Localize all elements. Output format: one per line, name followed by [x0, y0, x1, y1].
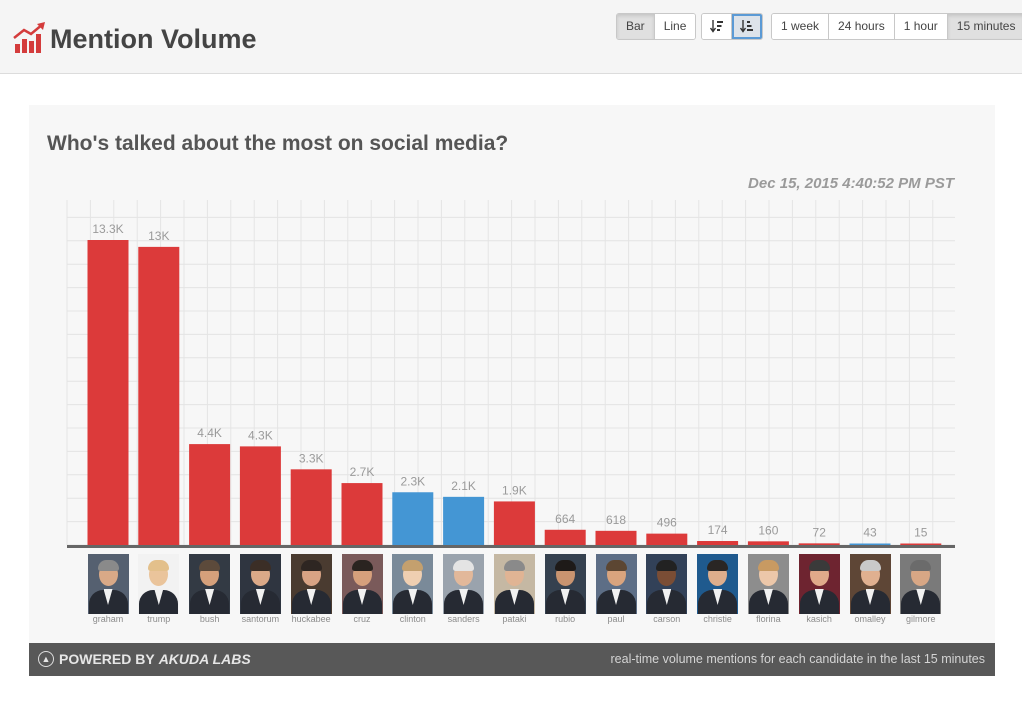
bar — [595, 530, 637, 545]
chart-title: Who's talked about the most on social me… — [47, 132, 509, 155]
candidate-avatar — [798, 554, 840, 614]
bar — [392, 492, 434, 545]
bar — [87, 240, 129, 545]
top-bar: Mention Volume Bar Line 1 week — [0, 0, 1022, 74]
bar-value-label: 618 — [606, 513, 626, 527]
candidate-name: huckabee — [291, 614, 331, 624]
candidate-name: rubio — [555, 614, 576, 624]
bar — [798, 543, 840, 545]
candidate-avatar — [138, 554, 180, 614]
candidate-avatar — [595, 554, 637, 614]
candidate-avatar — [849, 554, 891, 614]
bar — [493, 501, 535, 545]
x-axis-line — [67, 545, 955, 548]
candidate-name: sanders — [447, 614, 480, 624]
sort-desc-button[interactable] — [702, 14, 732, 39]
candidate-name: trump — [147, 614, 171, 624]
bar — [239, 446, 281, 545]
bar — [189, 444, 231, 545]
candidate-name: bush — [199, 614, 220, 624]
candidate-name: graham — [92, 614, 124, 624]
candidate-avatar — [341, 554, 383, 614]
candidate-name: florina — [756, 614, 781, 624]
bar — [544, 529, 586, 545]
bar-value-label: 4.3K — [248, 428, 273, 442]
powered-prefix: POWERED BY — [59, 651, 155, 667]
time-range-toggle: 1 week 24 hours 1 hour 15 minutes — [771, 13, 1022, 40]
candidate-name: gilmore — [906, 614, 936, 624]
timestamp: Dec 15, 2015 4:40:52 PM PST — [748, 175, 954, 192]
bar-value-label: 13K — [148, 229, 169, 243]
bar — [849, 543, 891, 545]
bar — [747, 541, 789, 545]
bar — [646, 533, 688, 545]
candidate-avatar — [544, 554, 586, 614]
powered-by[interactable]: ▲ POWERED BY AKUDA LABS — [38, 651, 251, 667]
candidate-avatar — [87, 554, 129, 614]
bar — [138, 246, 180, 545]
bar-value-label: 13.3K — [92, 222, 123, 236]
footer-bar: ▲ POWERED BY AKUDA LABS real-time volume… — [29, 643, 995, 676]
range-24-hours-button[interactable]: 24 hours — [829, 14, 895, 39]
sort-toggle — [701, 13, 763, 40]
bar-chart-button[interactable]: Bar — [617, 14, 655, 39]
candidate-avatar — [493, 554, 535, 614]
bar — [290, 469, 332, 545]
bar-value-label: 2.7K — [350, 465, 375, 479]
bar-value-label: 1.9K — [502, 483, 527, 497]
candidate-avatar — [189, 554, 231, 614]
candidate-avatar — [443, 554, 485, 614]
chart-type-toggle: Bar Line — [616, 13, 697, 40]
bar-value-label: 43 — [863, 526, 877, 540]
bar-value-label: 4.4K — [197, 426, 222, 440]
candidate-name: clinton — [399, 614, 426, 624]
candidate-name: carson — [653, 614, 681, 624]
candidate-avatar — [239, 554, 281, 614]
bar-value-label: 496 — [657, 516, 677, 530]
chevron-up-icon: ▲ — [38, 651, 54, 667]
bar-value-label: 2.3K — [400, 474, 425, 488]
bar — [443, 496, 485, 545]
app-title: Mention Volume — [50, 24, 257, 54]
candidate-name: pataki — [502, 614, 527, 624]
bar-value-label: 15 — [914, 526, 928, 540]
candidate-name: christie — [703, 614, 732, 624]
bar-value-label: 174 — [708, 523, 728, 537]
bar — [900, 543, 942, 545]
bar — [341, 483, 383, 545]
bar — [697, 541, 739, 545]
candidate-avatar — [747, 554, 789, 614]
candidate-name: santorum — [241, 614, 280, 624]
bar-value-label: 2.1K — [451, 479, 476, 493]
candidate-avatar — [697, 554, 739, 614]
bar-value-label: 3.3K — [299, 451, 324, 465]
candidate-avatar — [290, 554, 332, 614]
line-chart-button[interactable]: Line — [654, 14, 696, 39]
range-1-hour-button[interactable]: 1 hour — [894, 14, 948, 39]
range-1-week-button[interactable]: 1 week — [772, 14, 830, 39]
candidate-avatar — [900, 554, 942, 614]
bar-value-label: 664 — [555, 512, 575, 526]
chart-trend-icon — [13, 22, 45, 53]
candidate-name: kasich — [806, 614, 832, 624]
candidate-avatar — [392, 554, 434, 614]
candidate-name: paul — [607, 614, 625, 624]
sort-asc-icon — [739, 20, 753, 33]
candidate-name: omalley — [854, 614, 886, 624]
sort-desc-icon — [709, 20, 723, 33]
bar-value-label: 160 — [758, 523, 778, 537]
candidate-avatar — [646, 554, 688, 614]
sort-asc-button[interactable] — [732, 14, 762, 39]
candidate-name: cruz — [353, 614, 371, 624]
powered-brand: AKUDA LABS — [158, 651, 251, 667]
footer-note: real-time volume mentions for each candi… — [610, 652, 986, 666]
range-15-minutes-button[interactable]: 15 minutes — [947, 14, 1022, 39]
bar-value-label: 72 — [813, 525, 827, 539]
